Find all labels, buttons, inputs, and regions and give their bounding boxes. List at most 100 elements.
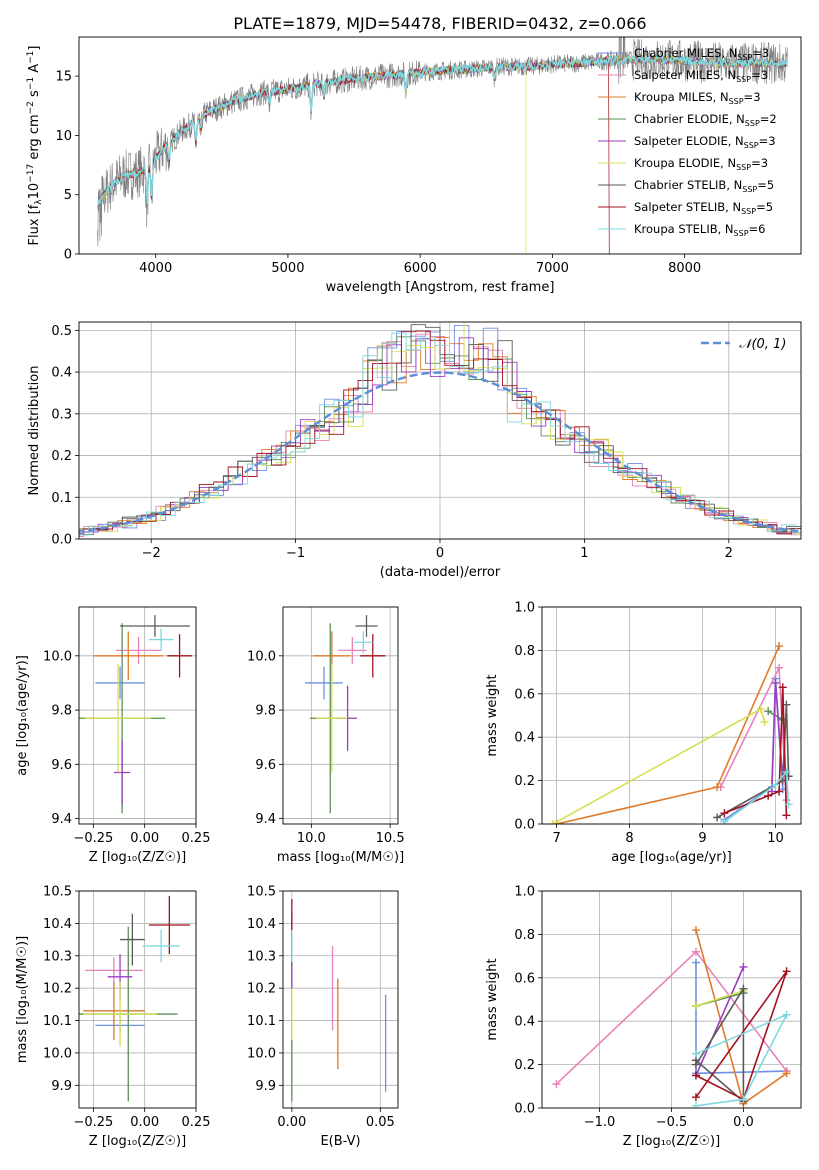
legend-entry-equals: = [744, 90, 754, 104]
mw-Z-frame [541, 890, 802, 1109]
mass-ebv-plot-area [291, 899, 387, 1102]
y-tick-label: 10.4 [247, 917, 276, 932]
y-tick-label: 0.6 [514, 971, 535, 986]
y-axis-label: Normed distribution [27, 366, 42, 496]
mass-weight-marker [760, 718, 769, 727]
y-tick-label: 0.4 [514, 1015, 535, 1030]
spectrum-panel: 4000 5000 6000 7000 8000 0 5 10 15 wavelength [An… [26, 36, 802, 295]
mass-weight-marker [691, 1002, 700, 1011]
mass-weight-marker [552, 1080, 561, 1089]
legend-entry-name: Chabrier ELODIE [634, 112, 729, 126]
x-axis-label: E(B-V) [320, 1134, 360, 1149]
spectrum-plot-area [96, 37, 789, 254]
normal-distribution-curve [79, 371, 801, 533]
legend-entry: Kroupa ELODIE, NSSP=3 [634, 156, 768, 172]
mass-weight-marker [691, 1049, 700, 1058]
mass-weight-marker [713, 783, 722, 792]
y-tick-label: 0.2 [51, 449, 72, 464]
mass-weight-marker [720, 817, 729, 824]
mass-weight-marker [720, 809, 729, 818]
mass-weight-vs-metallicity-panel: −1.0 −0.5 0.0 0.0 0.2 0.4 0.6 0.8 1.0 Z [log₁₀(Z/… [485, 885, 802, 1149]
legend-entry-n-label: , N [713, 90, 729, 104]
mass-weight-marker [775, 787, 784, 796]
y-tick-label: 10.2 [247, 982, 276, 997]
residuals-plot-area [79, 322, 801, 537]
y-axis-label-part: −2 [26, 101, 36, 114]
y-tick-label: 0.0 [51, 533, 72, 548]
mass-weight-line [695, 987, 745, 1103]
legend-entry-n-label: , N [725, 200, 741, 214]
y-tick-label: 10.3 [247, 949, 276, 964]
y-tick-label: 0.2 [514, 774, 535, 789]
legend-entry-n-value: 3 [768, 134, 775, 148]
y-tick-label: 0.8 [514, 644, 535, 659]
mw-age-frame [541, 606, 802, 825]
legend-entry-equals: = [757, 178, 767, 192]
mass-weight-marker [764, 791, 773, 800]
mass-weight-marker [739, 962, 748, 971]
x-tick-label: 7 [552, 831, 560, 846]
legend-entry-subscript: SSP [741, 207, 756, 216]
x-tick-label: 0.25 [182, 831, 211, 846]
mass-weight-marker [784, 800, 793, 809]
x-tick-label: 0.00 [130, 1115, 159, 1130]
legend-entry-n-label: , N [726, 178, 742, 192]
legend-entry-subscript: SSP [736, 75, 751, 84]
y-axis-label: mass weight [485, 674, 500, 756]
x-tick-label: 2 [725, 546, 733, 561]
y-tick-label: 10 [55, 129, 72, 144]
legend-entry-n-value: 3 [762, 46, 769, 60]
residual-histogram [79, 332, 801, 536]
legend-entry-subscript: SSP [729, 97, 744, 106]
x-tick-label: −0.5 [656, 1115, 688, 1130]
age-mass-frame [282, 606, 399, 825]
mass-weight-marker [739, 1095, 748, 1104]
mass-weight-marker [764, 707, 773, 716]
mw-Z-plot-area [552, 926, 791, 1108]
y-tick-label: 0.4 [51, 366, 72, 381]
x-axis-label: Z [log₁₀(Z/Z☉)] [89, 1134, 186, 1149]
legend-entry-name: Salpeter STELIB [634, 200, 725, 214]
y-tick-label: 0.6 [514, 687, 535, 702]
x-tick-label: 0.00 [277, 1115, 306, 1130]
mass-weight-marker [691, 958, 700, 967]
y-axis-label-part: 10 [27, 183, 42, 200]
legend-entry-name: Chabrier STELIB [634, 178, 726, 192]
legend-entry-n-label: , N [718, 222, 734, 236]
mass-weight-marker [778, 683, 787, 692]
mass-weight-marker [775, 642, 784, 651]
legend-entry-name: Chabrier MILES [634, 46, 721, 60]
mass-ebv-frame [282, 890, 399, 1109]
y-tick-label: 0.1 [51, 491, 72, 506]
legend-entry-equals: = [752, 46, 762, 60]
legend-entry: Chabrier STELIB, NSSP=5 [634, 178, 774, 194]
mass-weight-marker [691, 926, 700, 935]
y-tick-label: 9.6 [51, 758, 72, 773]
residual-histogram [79, 322, 801, 536]
x-tick-label: 10.0 [297, 831, 326, 846]
mass-weight-marker [756, 704, 765, 713]
model-spectrum-line [96, 54, 788, 209]
legend-entry-subscript: SSP [742, 185, 757, 194]
legend-entry-name: Salpeter MILES [634, 68, 720, 82]
legend-entry-subscript: SSP [734, 229, 749, 238]
y-tick-label: 0.5 [51, 324, 72, 339]
x-tick-label: 0.0 [733, 1115, 754, 1130]
y-tick-label: 0.0 [514, 818, 535, 833]
y-axis-label-part: s [27, 90, 42, 101]
legend-entry: Kroupa MILES, NSSP=3 [634, 90, 761, 106]
y-tick-label: 0.8 [514, 928, 535, 943]
legend-entry-equals: = [751, 68, 761, 82]
y-tick-label: 0.2 [514, 1058, 535, 1073]
legend-entry-n-value: 3 [761, 68, 768, 82]
legend-entry: Salpeter STELIB, NSSP=5 [634, 200, 773, 216]
legend-entry-equals: = [759, 134, 769, 148]
mass-weight-marker [782, 967, 791, 976]
mass-vs-metallicity-panel: −0.25 0.00 0.25 9.9 10.0 10.1 10.2 10.3 10.4 10.5… [15, 885, 210, 1150]
residual-histogram [79, 336, 801, 535]
mass-weight-line [723, 771, 790, 823]
y-axis-label: age [log₁₀(age/yr)] [15, 655, 30, 776]
mass-weight-vs-age-panel: 7 8 9 10 0.0 0.2 0.4 0.6 0.8 1.0 age [log₁₀(age/yr… [485, 601, 802, 865]
legend-entry-name: Kroupa ELODIE [634, 156, 720, 170]
